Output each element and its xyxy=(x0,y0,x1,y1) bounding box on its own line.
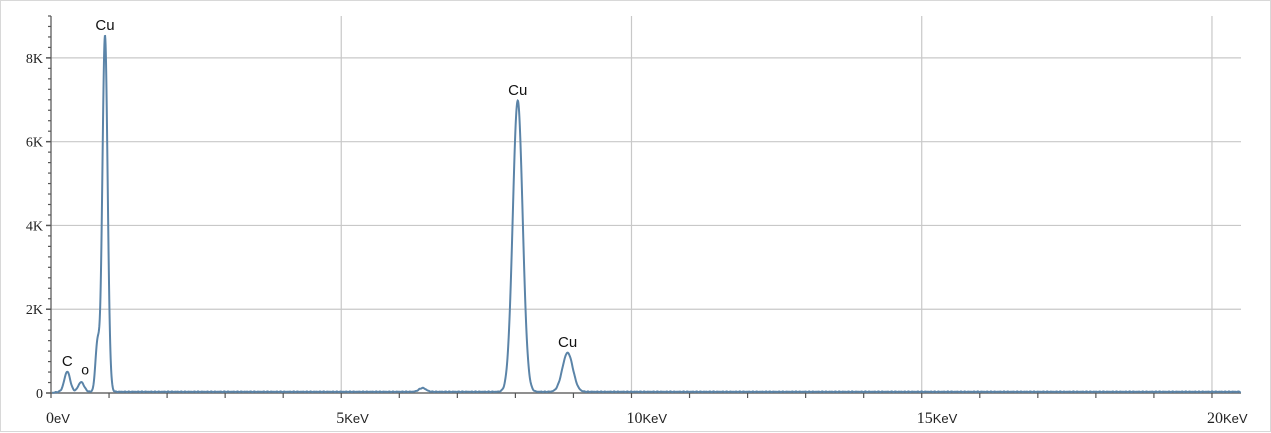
peak-label: C xyxy=(62,353,73,370)
x-tick-label: 10KeV xyxy=(626,410,667,427)
y-tick-label: 8K xyxy=(26,52,43,67)
x-tick-label: 15KeV xyxy=(917,410,958,427)
peak-label: o xyxy=(81,361,89,377)
y-tick-label: 4K xyxy=(26,219,43,234)
axes xyxy=(46,15,1241,398)
peak-label: Cu xyxy=(558,334,577,351)
spectrum-line xyxy=(52,34,1242,394)
grid xyxy=(51,16,1241,393)
peak-labels: Cu Cu Cu C o xyxy=(62,17,577,377)
y-axis-ticks: 0 2K 4K 6K 8K xyxy=(26,52,43,402)
peak-label: Cu xyxy=(508,82,527,99)
x-tick-label: 5KeV xyxy=(336,410,369,427)
y-tick-label: 2K xyxy=(26,303,43,318)
y-tick-label: 6K xyxy=(26,136,43,151)
x-tick-label: 20KeV xyxy=(1207,410,1248,427)
y-tick-label: 0 xyxy=(36,387,43,402)
peak-label: Cu xyxy=(95,17,114,34)
x-tick-label: 0eV xyxy=(46,410,70,427)
x-axis-ticks: 0eV 5KeV 10KeV 15KeV 20KeV xyxy=(46,410,1248,427)
